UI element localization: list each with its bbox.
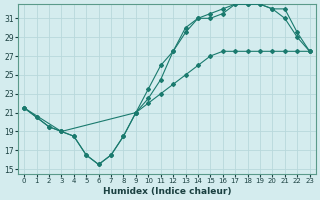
X-axis label: Humidex (Indice chaleur): Humidex (Indice chaleur) [103,187,231,196]
